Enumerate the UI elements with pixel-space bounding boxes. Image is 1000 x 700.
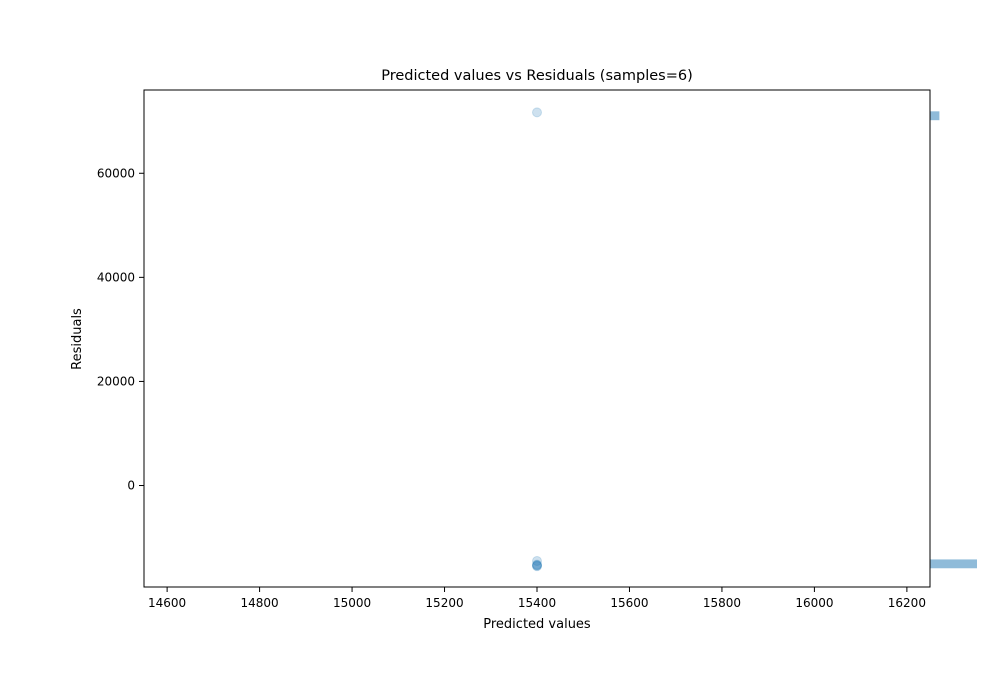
chart-title: Predicted values vs Residuals (samples=6… [381, 68, 693, 84]
marginal-histogram [930, 111, 977, 569]
x-tick-label: 14600 [148, 596, 186, 610]
x-tick-label: 15600 [610, 596, 648, 610]
scatter-point [532, 560, 542, 571]
x-tick-label: 15800 [703, 596, 741, 610]
scatter-point [532, 107, 542, 118]
y-axis-label: Residuals [70, 308, 85, 370]
x-tick-label: 15400 [518, 596, 556, 610]
scatter-point [532, 555, 542, 566]
scatter-point [532, 560, 542, 571]
x-tick-label: 14800 [240, 596, 278, 610]
scatter-point [532, 561, 542, 572]
scatter-point [532, 559, 542, 570]
plot-area [143, 89, 931, 588]
x-tick-label: 15000 [333, 596, 371, 610]
x-axis-ticks: 14600 14800 15000 15200 15400 15600 15800 16000… [148, 587, 926, 610]
y-tick-label: 60000 [97, 166, 135, 180]
x-tick-label: 15200 [425, 596, 463, 610]
y-tick-label: 40000 [97, 270, 135, 284]
x-axis-label: Predicted values [483, 617, 591, 632]
scatter-points [532, 107, 542, 572]
histogram-bar [930, 559, 977, 569]
x-tick-label: 16200 [888, 596, 926, 610]
y-tick-label: 0 [127, 479, 135, 493]
x-tick-label: 16000 [795, 596, 833, 610]
y-axis-ticks: 0 20000 40000 60000 [97, 166, 144, 493]
histogram-bar [930, 111, 940, 121]
y-tick-label: 20000 [97, 374, 135, 388]
